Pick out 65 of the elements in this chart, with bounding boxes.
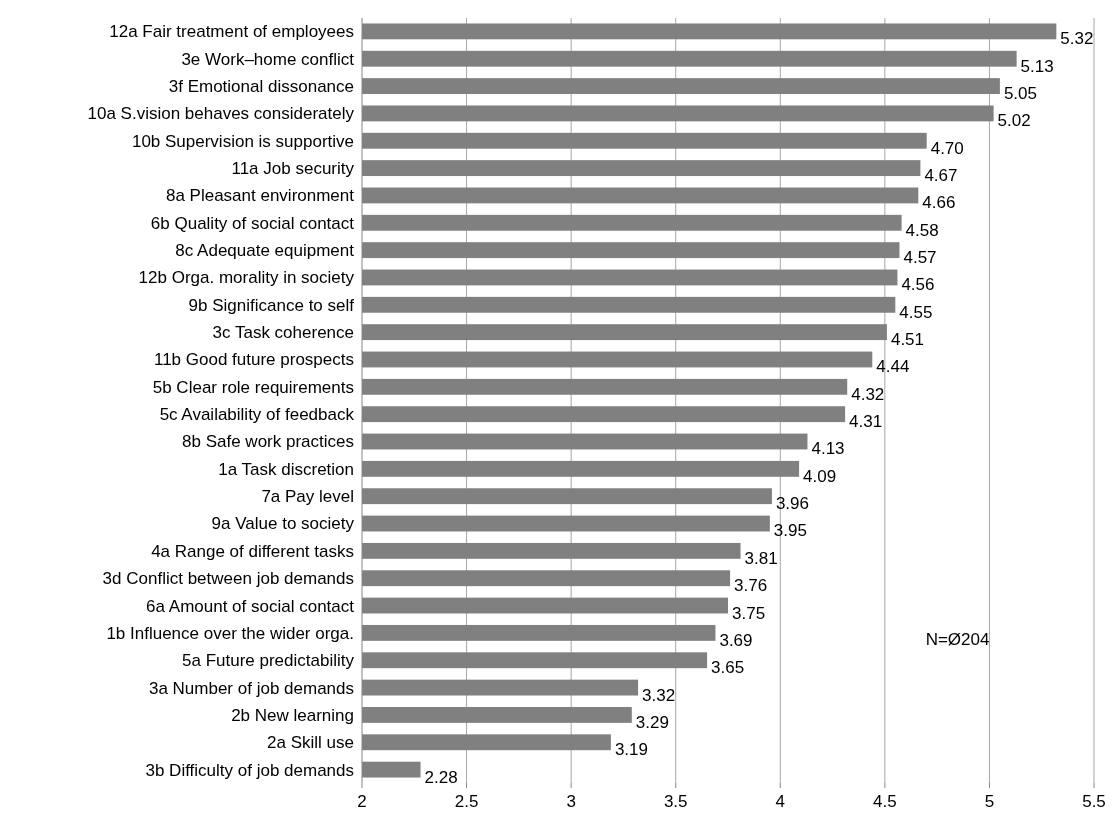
data-label: 3.65 (711, 658, 745, 678)
data-label: 4.67 (924, 166, 958, 186)
data-label: 4.58 (905, 220, 939, 240)
y-tick-label: 1a Task discretion (218, 459, 354, 479)
data-label: 4.57 (903, 248, 937, 268)
data-label: 5.05 (1003, 84, 1037, 104)
y-tick-label: 2a Skill use (267, 733, 354, 753)
x-tick-label: 2.5 (454, 792, 479, 811)
data-label: 4.32 (851, 384, 885, 404)
y-tick-label: 3d Conflict between job demands (102, 569, 354, 589)
x-tick-label: 4 (775, 792, 786, 811)
data-label: 3.81 (744, 548, 778, 568)
y-tick-label: 6b Quality of social contact (150, 213, 355, 233)
data-label: 4.66 (922, 193, 956, 213)
y-tick-label: 9b Significance to self (188, 295, 355, 315)
data-label: 3.75 (732, 603, 766, 623)
y-tick-label: 3f Emotional dissonance (168, 77, 354, 97)
x-tick-label: 4.5 (873, 792, 897, 811)
data-label: 4.31 (849, 412, 883, 432)
y-tick-label: 8c Adequate equipment (175, 241, 355, 261)
data-label: 5.02 (997, 111, 1031, 131)
data-label: 5.13 (1020, 56, 1054, 76)
data-label: 2.28 (424, 767, 458, 787)
data-label: 4.09 (803, 466, 837, 486)
y-tick-label: 5b Clear role requirements (152, 377, 354, 397)
y-tick-label: 7a Pay level (261, 487, 354, 507)
y-tick-label: 11a Job security (231, 159, 355, 179)
x-tick-label: 5 (984, 792, 995, 811)
data-label: 3.95 (773, 521, 807, 541)
y-tick-label: 4a Range of different tasks (151, 541, 354, 561)
y-tick-label: 8a Pleasant environment (165, 186, 355, 206)
data-label: 3.32 (642, 685, 676, 705)
y-tick-label: 6a Amount of social contact (146, 596, 355, 616)
y-tick-label: 2b New learning (231, 705, 354, 725)
x-tick-label: 2 (357, 792, 367, 811)
y-tick-label: 10b Supervision is supportive (131, 131, 354, 151)
y-tick-label: 10a S.vision behaves considerately (87, 104, 355, 124)
y-tick-label: 11b Good future prospects (153, 350, 354, 370)
data-label: 3.29 (635, 712, 669, 732)
data-label: 4.51 (890, 330, 925, 350)
y-tick-label: 3a Number of job demands (148, 678, 354, 698)
y-tick-label: 5c Availability of feedback (159, 405, 355, 425)
data-label: 3.96 (775, 494, 810, 514)
data-label: 4.44 (876, 357, 910, 377)
data-label: 5.32 (1060, 29, 1094, 49)
y-tick-label: 9a Value to society (211, 514, 355, 534)
data-label: 3.19 (614, 740, 648, 760)
data-label: 4.56 (901, 275, 935, 295)
x-tick-label: 3.5 (663, 792, 688, 811)
data-label: 4.13 (811, 439, 845, 459)
y-tick-label: 3c Task coherence (212, 323, 354, 343)
data-label: 4.70 (930, 138, 964, 158)
data-label: 4.55 (899, 302, 933, 322)
x-tick-label: 5.5 (1082, 792, 1106, 811)
y-tick-label: 3b Difficulty of job demands (145, 760, 354, 780)
y-tick-label: 12b Orga. morality in society (138, 268, 355, 288)
data-label: 3.76 (734, 576, 768, 596)
y-tick-label: 1b Influence over the wider orga. (106, 623, 354, 643)
y-tick-label: 8b Safe work practices (182, 432, 354, 452)
data-label: 3.69 (719, 630, 753, 650)
y-tick-label: 3e Work–home conflict (181, 49, 355, 69)
y-tick-label: 12a Fair treatment of employees (109, 22, 354, 42)
x-tick-label: 3 (566, 792, 576, 811)
y-tick-label: 5a Future predictability (182, 651, 355, 671)
annotation: N=Ø204 (925, 629, 990, 649)
